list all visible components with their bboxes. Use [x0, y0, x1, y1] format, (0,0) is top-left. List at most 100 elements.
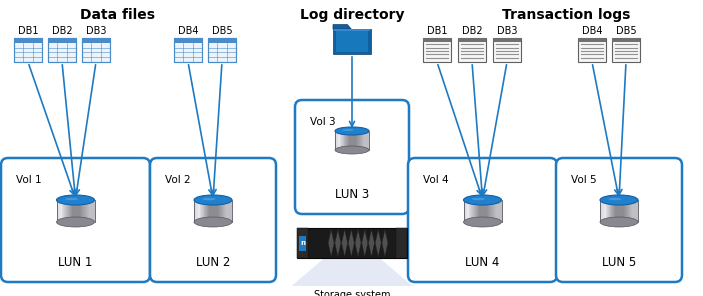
- Bar: [471, 200, 472, 222]
- Bar: [623, 200, 624, 222]
- Bar: [500, 200, 501, 222]
- Bar: [72, 200, 74, 222]
- Bar: [465, 200, 466, 222]
- Bar: [85, 200, 86, 222]
- Bar: [620, 200, 621, 222]
- Bar: [48, 38, 76, 62]
- Ellipse shape: [194, 195, 232, 205]
- Text: Vol 5: Vol 5: [571, 175, 597, 185]
- Bar: [71, 200, 72, 222]
- Bar: [486, 200, 487, 222]
- Ellipse shape: [600, 217, 638, 227]
- Bar: [614, 200, 615, 222]
- Bar: [208, 200, 209, 222]
- Bar: [212, 200, 213, 222]
- Bar: [200, 200, 202, 222]
- Bar: [337, 131, 338, 150]
- Bar: [208, 38, 236, 62]
- Bar: [299, 236, 306, 250]
- Bar: [607, 200, 609, 222]
- Bar: [477, 200, 478, 222]
- Polygon shape: [355, 229, 361, 257]
- Bar: [199, 200, 200, 222]
- Bar: [59, 200, 60, 222]
- Bar: [340, 131, 341, 150]
- Bar: [628, 200, 629, 222]
- Text: Vol 2: Vol 2: [165, 175, 191, 185]
- Polygon shape: [342, 229, 347, 257]
- Bar: [194, 200, 195, 222]
- Bar: [613, 200, 614, 222]
- Bar: [604, 200, 605, 222]
- Bar: [14, 38, 42, 43]
- Text: Vol 4: Vol 4: [423, 175, 449, 185]
- Bar: [219, 200, 221, 222]
- Bar: [209, 200, 210, 222]
- Bar: [82, 38, 110, 62]
- Ellipse shape: [335, 127, 369, 135]
- Text: LUN 3: LUN 3: [335, 188, 369, 201]
- Bar: [603, 200, 604, 222]
- Bar: [357, 131, 358, 150]
- Ellipse shape: [600, 195, 638, 205]
- Bar: [58, 200, 59, 222]
- Text: n: n: [300, 240, 305, 246]
- Bar: [231, 200, 232, 222]
- Bar: [62, 200, 63, 222]
- Bar: [458, 38, 486, 42]
- Bar: [346, 131, 347, 150]
- Polygon shape: [333, 25, 352, 29]
- Bar: [629, 200, 631, 222]
- Bar: [602, 200, 603, 222]
- Text: DB4: DB4: [582, 26, 602, 36]
- Bar: [637, 200, 638, 222]
- Bar: [87, 200, 88, 222]
- FancyBboxPatch shape: [1, 158, 150, 282]
- Bar: [619, 200, 620, 222]
- Bar: [88, 200, 89, 222]
- Bar: [48, 38, 76, 43]
- Bar: [364, 131, 365, 150]
- Text: Data files: Data files: [81, 8, 155, 22]
- Bar: [174, 38, 202, 62]
- Text: Log directory: Log directory: [299, 8, 404, 22]
- FancyBboxPatch shape: [408, 158, 557, 282]
- Bar: [609, 200, 610, 222]
- Bar: [227, 200, 228, 222]
- Bar: [616, 200, 617, 222]
- Bar: [89, 200, 90, 222]
- Text: Vol 3: Vol 3: [310, 117, 335, 127]
- Bar: [634, 200, 635, 222]
- Bar: [335, 131, 336, 150]
- Text: DB1: DB1: [18, 26, 38, 36]
- Bar: [490, 200, 491, 222]
- Bar: [423, 38, 451, 62]
- Bar: [606, 200, 607, 222]
- Bar: [366, 131, 367, 150]
- Bar: [218, 200, 219, 222]
- Bar: [635, 200, 636, 222]
- Bar: [624, 200, 625, 222]
- Bar: [60, 200, 61, 222]
- Bar: [215, 200, 216, 222]
- Bar: [195, 200, 196, 222]
- Bar: [207, 200, 208, 222]
- Bar: [484, 200, 485, 222]
- Bar: [601, 200, 602, 222]
- Bar: [578, 38, 606, 62]
- Polygon shape: [362, 229, 368, 257]
- Bar: [84, 200, 85, 222]
- Bar: [344, 131, 345, 150]
- Bar: [64, 200, 65, 222]
- Bar: [472, 200, 473, 222]
- Bar: [481, 200, 482, 222]
- FancyBboxPatch shape: [295, 100, 409, 214]
- Bar: [347, 131, 348, 150]
- Bar: [476, 200, 477, 222]
- Bar: [196, 200, 197, 222]
- Bar: [75, 200, 77, 222]
- Bar: [396, 228, 407, 258]
- Bar: [617, 200, 618, 222]
- Bar: [626, 200, 628, 222]
- Bar: [82, 38, 110, 62]
